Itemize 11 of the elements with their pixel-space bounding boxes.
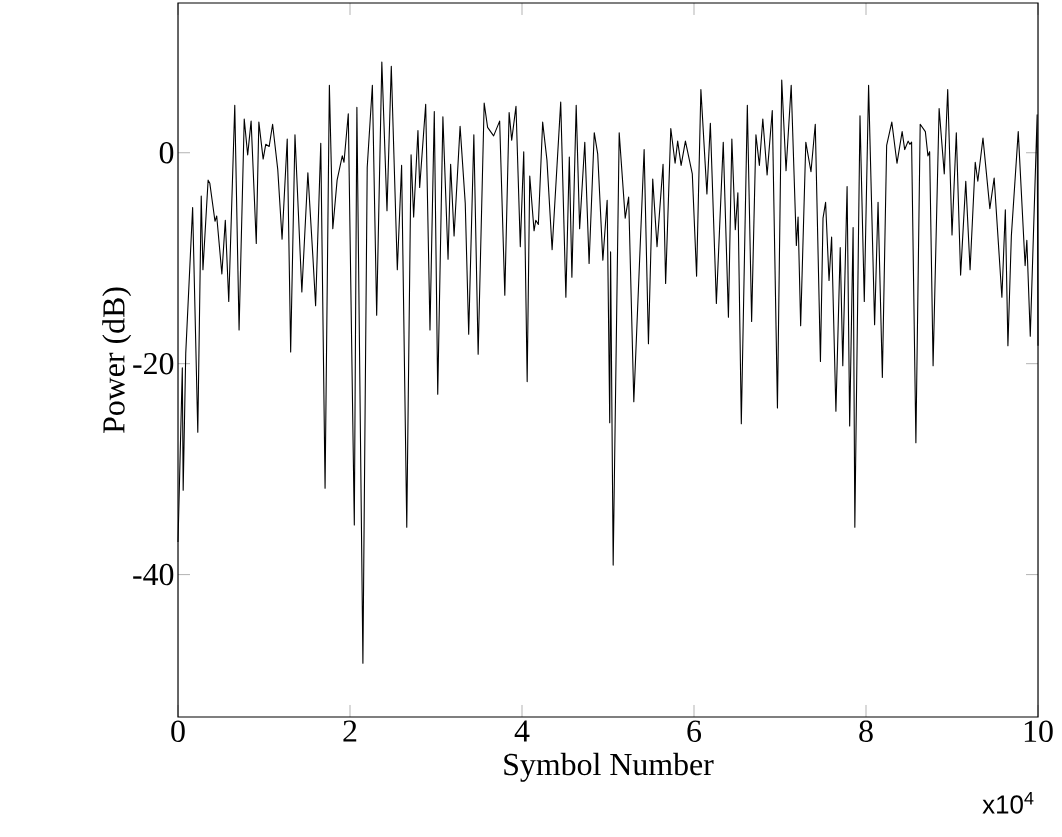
x-axis-title: Symbol Number xyxy=(504,752,714,782)
y-tick-label: 0 xyxy=(159,141,174,164)
x-tick-label: 8 xyxy=(859,720,873,743)
x-tick-label: 10 xyxy=(1024,720,1053,743)
text: x10$^{4}$ xyxy=(982,791,1034,814)
x-tick-label: 4 xyxy=(514,720,530,742)
x-tick-label: 6 xyxy=(687,720,702,742)
y-tick-label: -20 xyxy=(133,352,174,375)
y-axis-title: Power (dB) xyxy=(102,287,132,433)
x-tick-label: 2 xyxy=(343,720,357,742)
y-tick-label: -40 xyxy=(133,563,174,586)
